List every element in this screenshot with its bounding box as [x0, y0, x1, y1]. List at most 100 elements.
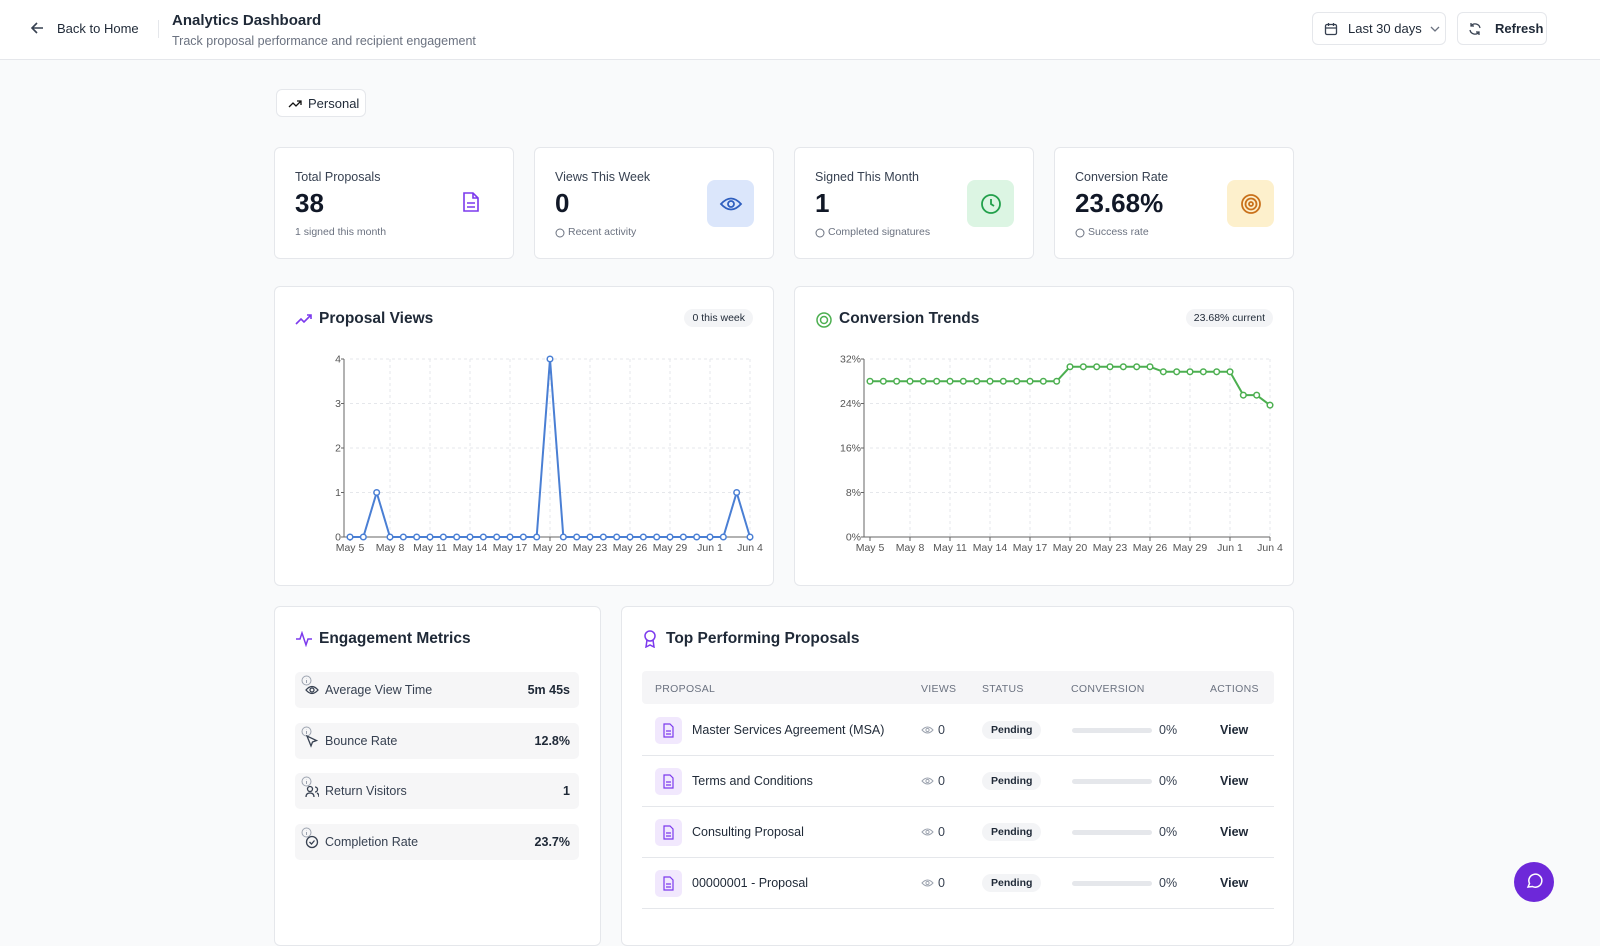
point	[1146, 363, 1154, 371]
point	[1039, 377, 1047, 385]
point	[666, 533, 674, 541]
doc-glyph	[663, 774, 674, 789]
metric-label: Bounce Rate	[325, 733, 398, 748]
chart-title: Conversion Trends	[839, 310, 980, 327]
chart-icon	[295, 314, 312, 325]
y-tick-label: 32%	[840, 354, 861, 366]
doc-icon	[655, 768, 682, 795]
point	[986, 377, 994, 385]
point	[399, 533, 407, 541]
views-icon	[921, 777, 934, 785]
back-link[interactable]: Back to Home	[28, 18, 139, 38]
x-tick-label: Jun 1	[697, 542, 723, 554]
date-range-button[interactable]: Last 30 days	[1312, 12, 1446, 45]
y-tick-label: 24%	[840, 398, 861, 410]
view-action[interactable]: View	[1220, 774, 1249, 788]
stat-note: 1 signed this month	[295, 226, 387, 238]
point	[973, 377, 981, 385]
note-icon	[555, 228, 565, 238]
column-header: PROPOSAL	[655, 683, 716, 695]
info-icon	[301, 776, 312, 787]
stat-icon-glyph	[462, 191, 479, 212]
column-header: CONVERSION	[1071, 683, 1145, 695]
point	[599, 533, 607, 541]
x-tick-label: May 14	[973, 542, 1008, 554]
note-icon	[1075, 228, 1085, 238]
point	[559, 533, 567, 541]
point	[453, 533, 461, 541]
proposal-name: 00000001 - Proposal	[692, 876, 809, 890]
point	[733, 488, 741, 497]
metric-value: 5m 45s	[527, 683, 570, 697]
y-tick-label: 0%	[846, 532, 861, 544]
point	[586, 533, 594, 541]
page-subtitle: Track proposal performance and recipient…	[172, 34, 476, 48]
chart-icon	[816, 312, 832, 328]
view-action[interactable]: View	[1220, 723, 1249, 737]
point	[1213, 368, 1221, 376]
point	[906, 377, 914, 385]
stat-note: Completed signatures	[828, 226, 931, 238]
chart-card: Conversion Trends 23.68% current 0% 8% 16% 24…	[794, 286, 1294, 586]
chart-badge: 0 this week	[684, 309, 753, 327]
point	[373, 488, 381, 497]
stat-label: Conversion Rate	[1075, 170, 1169, 184]
stat-value: 23.68%	[1075, 188, 1164, 218]
view-action[interactable]: View	[1220, 825, 1249, 839]
x-tick-label: May 26	[1133, 542, 1168, 554]
point	[999, 377, 1007, 385]
activity-icon	[296, 631, 312, 647]
metric-value: 23.7%	[534, 834, 570, 849]
point	[413, 533, 421, 541]
point	[893, 377, 901, 385]
x-tick-label: May 17	[493, 542, 528, 554]
row-divider	[642, 857, 1274, 858]
stat-note: Recent activity	[568, 226, 637, 238]
stat-icon	[707, 180, 754, 227]
views-icon	[921, 828, 934, 836]
line-chart: 0% 8% 16% 24% 32% May 5 May 8 May 11 May 14 May 1…	[840, 354, 1283, 555]
conversion-bar	[1072, 779, 1152, 784]
y-tick-label: 2	[335, 443, 341, 455]
conversion-bar	[1072, 728, 1152, 733]
header: Back to Home Analytics Dashboard Track p…	[0, 0, 1600, 60]
calendar-icon	[1324, 22, 1338, 35]
point	[1053, 377, 1061, 385]
table-header	[642, 671, 1274, 704]
metric-icon	[305, 734, 319, 748]
point	[1013, 377, 1021, 385]
point	[359, 533, 367, 541]
engagement-title: Engagement Metrics	[319, 630, 471, 647]
point	[573, 533, 581, 541]
view-action[interactable]: View	[1220, 876, 1249, 890]
point	[719, 533, 727, 541]
personal-filter[interactable]: Personal	[276, 89, 366, 117]
row-divider	[642, 908, 1274, 909]
stat-label: Signed This Month	[815, 170, 919, 184]
point	[1199, 368, 1207, 376]
x-tick-label: May 20	[533, 542, 568, 554]
point	[1079, 363, 1087, 371]
y-tick-label: 3	[335, 398, 341, 410]
point	[946, 377, 954, 385]
x-tick-label: May 5	[856, 542, 885, 554]
doc-icon	[655, 819, 682, 846]
doc-glyph	[663, 723, 674, 738]
doc-glyph	[663, 876, 674, 891]
back-text: Back to Home	[57, 20, 139, 36]
refresh-text: Refresh	[1495, 21, 1544, 36]
stat-label: Views This Week	[555, 170, 651, 184]
refresh-button[interactable]: Refresh	[1457, 12, 1547, 45]
x-tick-label: May 23	[573, 542, 608, 554]
column-header: ACTIONS	[1210, 683, 1259, 695]
stat-icon-glyph	[980, 193, 1001, 214]
award-icon	[644, 630, 656, 648]
stat-value: 1	[815, 188, 830, 218]
metric-label: Completion Rate	[325, 834, 419, 849]
chat-button[interactable]	[1514, 862, 1554, 902]
y-tick-label: 4	[335, 354, 341, 366]
metric-row: Average View Time 5m 45s	[295, 672, 579, 708]
point	[1226, 368, 1234, 376]
y-tick-label: 0	[335, 532, 341, 544]
